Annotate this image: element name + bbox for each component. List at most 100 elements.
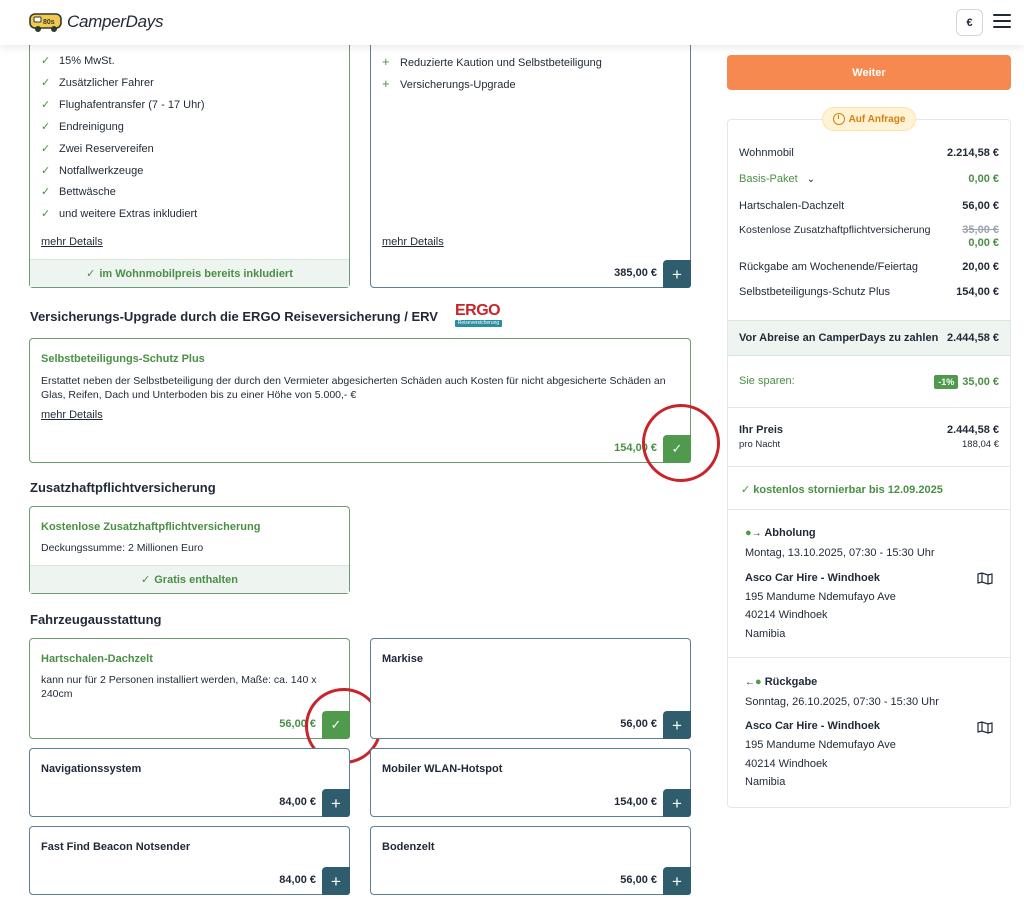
card-description: kann nur für 2 Personen installiert werd… (41, 674, 317, 700)
camper-logo-icon[interactable]: 80s (28, 9, 64, 35)
summary-row: Rückgabe am Wochenende/Feiertag 20,00 € (739, 261, 999, 273)
card-title: Fast Find Beacon Notsender (41, 841, 191, 853)
continue-button[interactable]: Weiter (727, 55, 1011, 90)
add-button[interactable]: + (663, 260, 691, 288)
pickup-street: 195 Mandume Ndemufayo Ave (745, 591, 896, 603)
list-item: ✓ Flughafentransfer (7 - 17 Uhr) (41, 99, 205, 111)
card-price: 84,00 € (279, 796, 316, 808)
dropoff-city: 40214 Windhoek (745, 758, 828, 770)
equipment-card-roof-tent[interactable]: Hartschalen-Dachzelt kann nur für 2 Pers… (29, 638, 350, 739)
summary-row: Selbstbeteiligungs-Schutz Plus 154,00 € (739, 286, 999, 298)
equipment-card-navigation[interactable]: Navigationssystem 84,00 € + (29, 748, 350, 817)
card-description: Erstattet neben der Selbstbeteiligung de… (41, 375, 666, 401)
card-price: 154,00 € (614, 796, 657, 808)
pickup-title: ●→ Abholung (745, 527, 816, 539)
card-price: 84,00 € (279, 874, 316, 886)
map-icon[interactable] (977, 572, 993, 585)
summary-row[interactable]: Basis-Paket ⌄ 0,00 € (739, 173, 999, 185)
dropoff-station: Asco Car Hire - Windhoek (745, 720, 880, 732)
list-item: ✓ Endreinigung (41, 121, 124, 133)
dropoff-datetime: Sonntag, 26.10.2025, 07:30 - 15:30 Uhr (745, 696, 939, 708)
divider (728, 509, 1010, 510)
add-button[interactable]: + (322, 789, 350, 817)
add-button[interactable]: + (663, 867, 691, 895)
card-title: Hartschalen-Dachzelt (41, 653, 153, 665)
add-button[interactable]: + (663, 789, 691, 817)
check-icon: ✓ (41, 55, 51, 67)
check-icon: ✓ (41, 99, 51, 111)
menu-icon[interactable] (993, 14, 1011, 28)
card-price: 154,00 € (614, 442, 657, 454)
included-extras-card: ✓ 15% MwSt. ✓ Zusätzlicher Fahrer ✓ Flughaf… (29, 30, 350, 288)
list-item: ✓ Notfallwerkzeuge (41, 165, 144, 177)
add-button[interactable]: + (322, 867, 350, 895)
summary-row: Hartschalen-Dachzelt 56,00 € (739, 200, 999, 212)
plus-icon: + (382, 76, 390, 91)
total-band (728, 320, 1010, 356)
equipment-card-beacon[interactable]: Fast Find Beacon Notsender 84,00 € + (29, 826, 350, 895)
list-item: ✓ und weitere Extras inkludiert (41, 208, 198, 220)
card-price: 56,00 € (620, 874, 657, 886)
discount-badge: -1% (934, 375, 959, 389)
plus-icon: + (382, 54, 390, 69)
summary-row: Kostenlose Zusatzhaftpflichtversicherung… (739, 224, 999, 249)
check-icon: ✓ (41, 208, 51, 220)
cancellation-note: ✓ kostenlos stornierbar bis 12.09.2025 (741, 484, 943, 496)
card-price: 56,00 € (620, 718, 657, 730)
list-item: ✓ Zwei Reservereifen (41, 143, 154, 155)
card-title: Navigationssystem (41, 763, 142, 775)
booking-summary-panel (727, 119, 1011, 808)
card-title: Selbstbeteiligungs-Schutz Plus (41, 353, 205, 365)
svg-text:80s: 80s (43, 19, 55, 26)
check-icon: ✓ (41, 143, 51, 155)
card-title: Markise (382, 653, 423, 665)
currency-button[interactable]: € (956, 9, 983, 36)
map-icon[interactable] (977, 721, 993, 734)
card-title: Kostenlose Zusatzhaftpflichtversicherung (41, 521, 261, 533)
check-icon: ✓ (41, 121, 51, 133)
dropoff-street: 195 Mandume Ndemufayo Ave (745, 739, 896, 751)
ergo-logo: ERGO Reiseversicherung (455, 302, 502, 327)
pickup-country: Namibia (745, 628, 786, 640)
chevron-down-icon[interactable]: ⌄ (806, 174, 816, 185)
card-title: Mobiler WLAN-Hotspot (382, 763, 503, 775)
deductible-protection-card[interactable]: Selbstbeteiligungs-Schutz Plus Erstattet… (29, 338, 691, 463)
card-title: Bodenzelt (382, 841, 435, 853)
selected-check-button[interactable]: ✓ (322, 711, 350, 739)
included-footer: ✓ im Wohnmobilpreis bereits inkludiert (30, 259, 349, 287)
list-item: ✓ Zusätzlicher Fahrer (41, 77, 154, 89)
summary-row: Wohnmobil 2.214,58 € (739, 147, 999, 159)
equipment-card-wlan[interactable]: Mobiler WLAN-Hotspot 154,00 € + (370, 748, 691, 817)
dropoff-title: ←● Rückgabe (745, 676, 818, 688)
details-link[interactable]: mehr Details (41, 409, 103, 421)
savings-row: Sie sparen: -1% 35,00 € (739, 375, 999, 389)
card-description: Deckungssumme: 2 Millionen Euro (41, 542, 204, 554)
price-row: Ihr Preis 2.444,58 € pro Nacht 188,04 € (739, 424, 999, 450)
divider (728, 657, 1010, 658)
divider (728, 466, 1010, 467)
dropoff-arrow-icon: ● (755, 676, 762, 688)
pickup-arrow-icon: ● (745, 527, 752, 539)
total-row: Vor Abreise an CamperDays zu zahlen 2.44… (739, 332, 999, 344)
card-price: 56,00 € (279, 718, 316, 730)
selected-check-button[interactable]: ✓ (663, 435, 691, 463)
list-item: ✓ 15% MwSt. (41, 55, 115, 67)
check-icon: ✓ (41, 77, 51, 89)
add-button[interactable]: + (663, 711, 691, 739)
check-icon: ✓ (41, 165, 51, 177)
check-icon: ✓ (41, 186, 51, 198)
details-link[interactable]: mehr Details (382, 236, 444, 248)
liability-heading: Zusatzhaftpflichtversicherung (30, 480, 216, 495)
insurance-heading: Versicherungs-Upgrade durch die ERGO Rei… (30, 309, 438, 324)
clock-icon (832, 113, 845, 125)
brand-name[interactable]: CamperDays (67, 12, 164, 31)
equipment-heading: Fahrzeugausstattung (30, 612, 162, 627)
equipment-card-ground-tent[interactable]: Bodenzelt 56,00 € + (370, 826, 691, 895)
upgrade-package-card[interactable]: + Reduzierte Kaution und Selbstbeteiligun… (370, 30, 691, 288)
pickup-city: 40214 Windhoek (745, 609, 828, 621)
equipment-card-awning[interactable]: Markise 56,00 € + (370, 638, 691, 739)
details-link[interactable]: mehr Details (41, 236, 103, 248)
pickup-station: Asco Car Hire - Windhoek (745, 572, 880, 584)
top-header: 80s CamperDays € (0, 0, 1024, 45)
list-item: + Versicherungs-Upgrade (382, 76, 516, 91)
